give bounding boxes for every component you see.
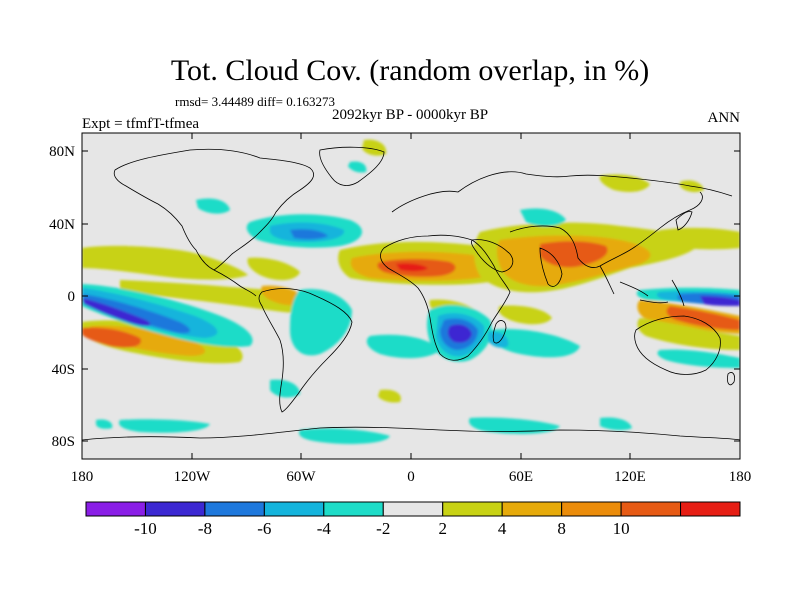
positive-patch — [637, 318, 740, 350]
colorbar-labels: -10 -8 -6 -4 -2 2 4 8 10 — [134, 519, 629, 538]
anomaly-field — [82, 139, 740, 444]
positive-patch — [498, 305, 552, 325]
coastline-greenland — [319, 146, 385, 186]
experiment-label: Expt = tfmfT-tfmea — [82, 116, 199, 132]
colorbar-label: -10 — [134, 519, 157, 538]
negative-patch — [118, 419, 210, 433]
colorbar-label: -6 — [257, 519, 271, 538]
negative-patch — [700, 296, 740, 306]
colorbar-box — [382, 501, 444, 517]
colorbar-label: -4 — [317, 519, 332, 538]
negative-patch — [196, 198, 230, 214]
coastline-antarctica — [82, 426, 740, 441]
figure-title: Tot. Cloud Cov. (random overlap, in %) — [171, 54, 649, 87]
colorbar-boxes — [85, 501, 741, 517]
lat-tick-label: 80N — [49, 144, 75, 160]
lon-tick-label: 60W — [286, 469, 316, 485]
colorbar-label: 2 — [438, 519, 447, 538]
lat-tick-label: 0 — [68, 289, 76, 305]
positive-patch — [666, 306, 740, 330]
colorbar-label: 10 — [613, 519, 630, 538]
colorbar: -10 -8 -6 -4 -2 2 4 8 10 — [85, 501, 741, 538]
negative-patch — [270, 379, 300, 398]
colorbar-label: 4 — [498, 519, 507, 538]
period-label: 2092kyr BP - 0000kyr BP — [332, 107, 488, 123]
negative-patch — [447, 324, 472, 343]
colorbar-box — [620, 501, 682, 517]
lat-tick-label: 80S — [52, 434, 75, 450]
negative-patch — [96, 419, 113, 429]
positive-patch — [378, 389, 401, 403]
coastline-southeast-asia — [599, 265, 685, 307]
coastline-new-zealand — [727, 372, 735, 386]
coastline-africa — [380, 234, 511, 361]
positive-patch — [362, 139, 387, 156]
coastlines — [82, 146, 740, 441]
colorbar-label: -8 — [198, 519, 212, 538]
negative-patch — [348, 161, 367, 173]
negative-patch — [657, 349, 740, 368]
coastline-europe — [391, 171, 733, 213]
colorbar-label: -2 — [376, 519, 390, 538]
colorbar-box — [85, 501, 146, 517]
positive-patch — [247, 257, 300, 281]
positive-patch — [396, 263, 428, 272]
negative-anomaly-patches — [82, 161, 740, 444]
stats-label: rmsd= 3.44489 diff= 0.163273 — [175, 94, 335, 109]
lat-tick-label: 40N — [49, 217, 75, 233]
positive-anomaly-patches — [82, 139, 740, 403]
coastline-australia — [634, 315, 721, 375]
colorbar-box — [323, 501, 384, 517]
colorbar-box — [561, 501, 622, 517]
lon-tick-label: 120W — [174, 469, 212, 485]
negative-patch — [82, 298, 151, 327]
positive-patch — [82, 327, 141, 348]
colorbar-label: 8 — [557, 519, 566, 538]
positive-patch — [82, 245, 248, 280]
negative-patch — [298, 428, 390, 444]
coastline-south-america — [258, 288, 353, 413]
positive-patch — [120, 280, 340, 314]
negative-patch — [366, 334, 440, 359]
negative-patch — [290, 288, 352, 356]
map-panel — [81, 132, 741, 460]
coastline-asia — [509, 191, 703, 268]
lon-tick-label: 180 — [729, 469, 752, 485]
coastline-central-america — [213, 269, 257, 297]
colorbar-box — [501, 501, 563, 517]
coastline-madagascar — [492, 320, 507, 344]
lat-tick-label: 40S — [52, 362, 75, 378]
colorbar-box — [442, 501, 503, 517]
lon-tick-label: 60E — [509, 469, 533, 485]
negative-patch — [520, 208, 566, 227]
lon-tick-label: 180 — [71, 469, 94, 485]
lon-axis: 180 120W 60W 0 60E 120E 180 — [71, 133, 752, 485]
negative-patch — [600, 417, 632, 431]
coastline-india — [539, 247, 563, 287]
colorbar-box — [204, 501, 265, 517]
negative-patch — [82, 294, 191, 334]
negative-patch — [468, 417, 560, 434]
season-label: ANN — [708, 110, 741, 126]
colorbar-box — [263, 501, 325, 517]
colorbar-box — [144, 501, 206, 517]
coastline-north-america — [113, 148, 314, 271]
positive-patch — [656, 227, 740, 250]
lon-tick-label: 0 — [407, 469, 415, 485]
negative-patch — [290, 229, 328, 240]
lat-axis: 80N 40N 0 40S 80S — [49, 144, 740, 450]
coastline-japan — [675, 211, 693, 231]
coastline-arabia — [471, 239, 514, 273]
negative-patch — [489, 328, 580, 358]
lon-tick-label: 120E — [614, 469, 646, 485]
colorbar-box — [680, 501, 741, 517]
